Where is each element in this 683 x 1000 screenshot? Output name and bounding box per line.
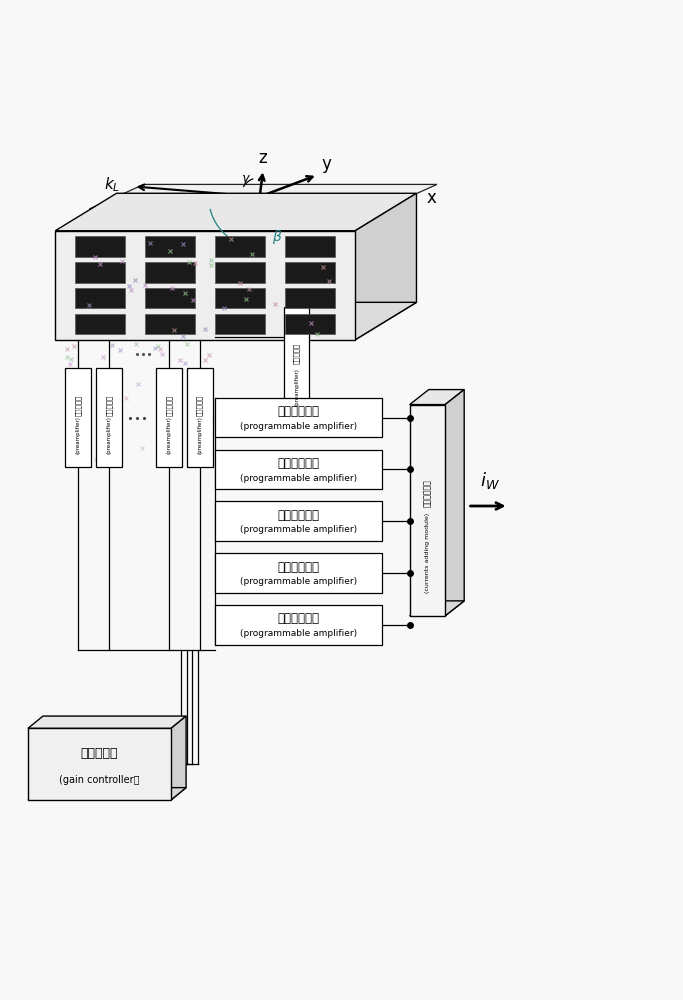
Text: (programmable amplifier): (programmable amplifier)	[240, 474, 357, 483]
Text: (programmable amplifier): (programmable amplifier)	[240, 629, 357, 638]
Polygon shape	[410, 405, 445, 616]
Text: (gain controller）: (gain controller）	[59, 775, 140, 785]
Polygon shape	[28, 728, 171, 800]
Text: (preamplifier): (preamplifier)	[197, 416, 202, 454]
Polygon shape	[75, 314, 125, 334]
Text: 前置放大器: 前置放大器	[166, 395, 172, 416]
Polygon shape	[145, 262, 195, 283]
Text: 可编程放大器: 可编程放大器	[278, 405, 320, 418]
Text: (preamplifier): (preamplifier)	[167, 416, 171, 454]
Polygon shape	[28, 788, 186, 800]
Text: y: y	[321, 155, 331, 173]
Polygon shape	[215, 314, 265, 334]
Polygon shape	[445, 390, 464, 616]
Polygon shape	[215, 236, 265, 257]
Text: 前置放大器: 前置放大器	[75, 395, 82, 416]
Polygon shape	[410, 390, 464, 405]
Text: 前置放大器: 前置放大器	[106, 395, 113, 416]
Polygon shape	[215, 288, 265, 308]
Polygon shape	[89, 184, 437, 209]
Text: 增益控制器: 增益控制器	[81, 747, 118, 760]
Text: 前置放大器: 前置放大器	[293, 342, 300, 364]
Polygon shape	[75, 288, 125, 308]
Polygon shape	[75, 262, 125, 283]
Text: (programmable amplifier): (programmable amplifier)	[240, 525, 357, 534]
Text: x: x	[427, 189, 436, 207]
Polygon shape	[55, 231, 355, 340]
Text: 前置放大器: 前置放大器	[197, 395, 203, 416]
Polygon shape	[355, 193, 417, 340]
Text: z: z	[259, 149, 268, 167]
Polygon shape	[215, 262, 265, 283]
Polygon shape	[285, 314, 335, 334]
Text: 可编程放大器: 可编程放大器	[278, 561, 320, 574]
Polygon shape	[55, 302, 417, 340]
Polygon shape	[171, 716, 186, 800]
Polygon shape	[96, 368, 122, 467]
Polygon shape	[75, 236, 125, 257]
Polygon shape	[215, 398, 382, 437]
Text: $i_W$: $i_W$	[480, 470, 500, 491]
Polygon shape	[66, 368, 92, 467]
Polygon shape	[285, 288, 335, 308]
Text: (programmable amplifier): (programmable amplifier)	[240, 577, 357, 586]
Polygon shape	[215, 450, 382, 489]
Polygon shape	[145, 288, 195, 308]
Polygon shape	[186, 368, 212, 467]
Text: 可编程放大器: 可编程放大器	[278, 457, 320, 470]
Polygon shape	[156, 368, 182, 467]
Polygon shape	[55, 193, 417, 231]
Text: 电流叠加模块: 电流叠加模块	[423, 479, 432, 507]
Polygon shape	[285, 262, 335, 283]
Polygon shape	[145, 236, 195, 257]
Polygon shape	[285, 236, 335, 257]
Text: $\gamma$: $\gamma$	[240, 173, 251, 187]
Text: $k_L$: $k_L$	[104, 175, 120, 194]
Text: $\beta$: $\beta$	[272, 228, 282, 246]
Polygon shape	[28, 716, 186, 728]
Polygon shape	[215, 605, 382, 645]
Text: (preamplifier): (preamplifier)	[76, 416, 81, 454]
Polygon shape	[215, 553, 382, 593]
Text: (preamplifier): (preamplifier)	[294, 368, 299, 406]
Text: (currents adding module): (currents adding module)	[425, 512, 430, 593]
Polygon shape	[215, 501, 382, 541]
Polygon shape	[410, 601, 464, 616]
Polygon shape	[145, 314, 195, 334]
Text: (programmable amplifier): (programmable amplifier)	[240, 422, 357, 431]
Text: $k_x$: $k_x$	[365, 227, 382, 246]
Text: 可编程放大器: 可编程放大器	[278, 509, 320, 522]
Polygon shape	[283, 307, 309, 426]
Text: 可编程放大器: 可编程放大器	[278, 612, 320, 625]
Text: (preamplifier): (preamplifier)	[107, 416, 111, 454]
